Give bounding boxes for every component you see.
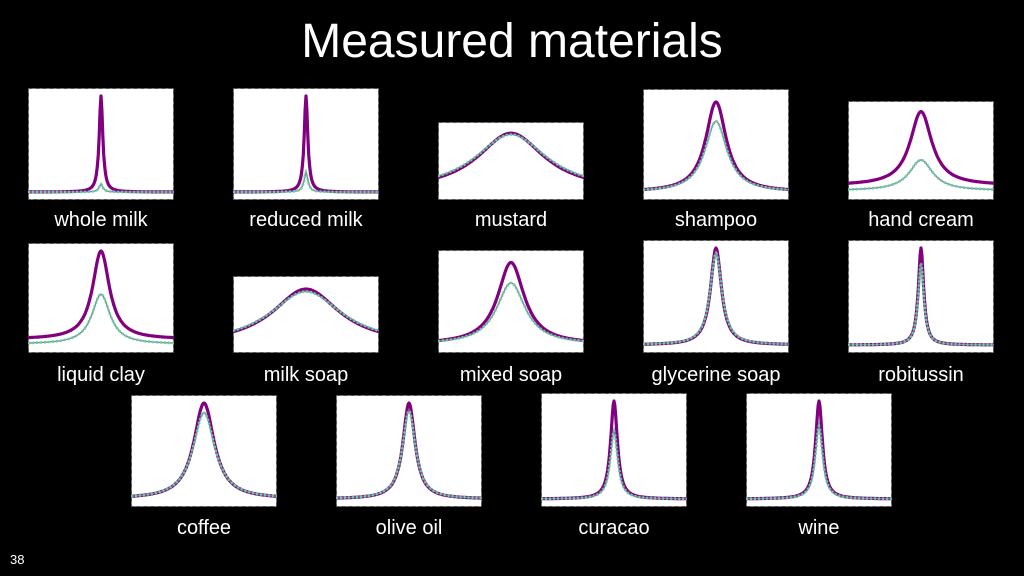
panel-milk-soap: [233, 276, 379, 353]
fit-curve-overlay: [233, 290, 379, 332]
measured-curve: [848, 109, 994, 185]
label-whole-milk: whole milk: [54, 209, 148, 231]
fit-curve: [848, 262, 994, 347]
panel-mustard: [438, 122, 584, 200]
fit-curve: [233, 290, 379, 333]
panel-glycerine-soap: [643, 240, 789, 353]
plot-hand-cream: [848, 101, 994, 200]
label-olive-oil: olive oil: [375, 517, 443, 539]
plot-reduced-milk: [233, 88, 379, 200]
fit-curve: [848, 158, 994, 191]
fit-curve: [131, 411, 277, 498]
fit-curve-overlay: [848, 262, 994, 346]
panel-coffee: [131, 395, 277, 507]
plot-mixed-soap: [438, 250, 584, 353]
plot-glycerine-soap: [643, 240, 789, 353]
fit-curve: [233, 168, 379, 194]
panel-mixed-soap: [438, 250, 584, 353]
panel-liquid-clay: [28, 243, 174, 353]
fit-curve-overlay: [438, 133, 584, 177]
fit-curve-overlay: [643, 251, 789, 345]
label-curacao: curacao: [578, 517, 650, 539]
label-milk-soap: milk soap: [263, 364, 349, 386]
panel-curacao: [541, 393, 687, 507]
plot-whole-milk: [28, 88, 174, 200]
label-reduced-milk: reduced milk: [249, 209, 363, 231]
panel-robitussin: [848, 240, 994, 353]
measured-curve: [438, 131, 584, 180]
fit-curve-overlay: [28, 293, 174, 344]
label-mustard: mustard: [474, 209, 548, 231]
plot-wine: [746, 393, 892, 507]
plot-frame: [336, 395, 482, 507]
measured-curve: [28, 249, 174, 340]
fit-curve: [643, 119, 789, 192]
plot-coffee: [131, 395, 277, 507]
panel-shampoo: [643, 89, 789, 200]
page-number: 38: [10, 552, 25, 567]
plot-shampoo: [643, 89, 789, 200]
panel-olive-oil: [336, 395, 482, 507]
plot-robitussin: [848, 240, 994, 353]
label-wine: wine: [798, 517, 840, 539]
label-liquid-clay: liquid clay: [57, 364, 145, 386]
fit-curve-overlay: [233, 170, 379, 193]
panel-hand-cream: [848, 101, 994, 200]
fit-curve: [438, 133, 584, 178]
fit-curve-overlay: [848, 159, 994, 191]
plot-curacao: [541, 393, 687, 507]
plot-frame: [643, 240, 789, 353]
label-mixed-soap: mixed soap: [459, 364, 563, 386]
label-hand-cream: hand cream: [868, 209, 974, 231]
label-robitussin: robitussin: [878, 364, 964, 386]
fit-curve-overlay: [336, 409, 482, 499]
panel-wine: [746, 393, 892, 507]
plot-frame: [848, 101, 994, 200]
fit-curve: [28, 182, 174, 194]
fit-curve: [541, 426, 687, 501]
plot-frame: [643, 89, 789, 200]
label-coffee: coffee: [176, 517, 232, 539]
slide-title: Measured materials: [301, 15, 723, 68]
plot-liquid-clay: [28, 243, 174, 353]
plot-mustard: [438, 122, 584, 200]
label-shampoo: shampoo: [674, 209, 758, 231]
plot-olive-oil: [336, 395, 482, 507]
fit-curve: [643, 250, 789, 346]
panel-whole-milk: [28, 88, 174, 200]
panel-reduced-milk: [233, 88, 379, 200]
fit-curve: [438, 281, 584, 343]
fit-curve: [746, 421, 892, 500]
fit-curve: [336, 408, 482, 500]
label-glycerine-soap: glycerine soap: [651, 364, 781, 386]
fit-curve: [28, 292, 174, 345]
plot-milk-soap: [233, 276, 379, 353]
